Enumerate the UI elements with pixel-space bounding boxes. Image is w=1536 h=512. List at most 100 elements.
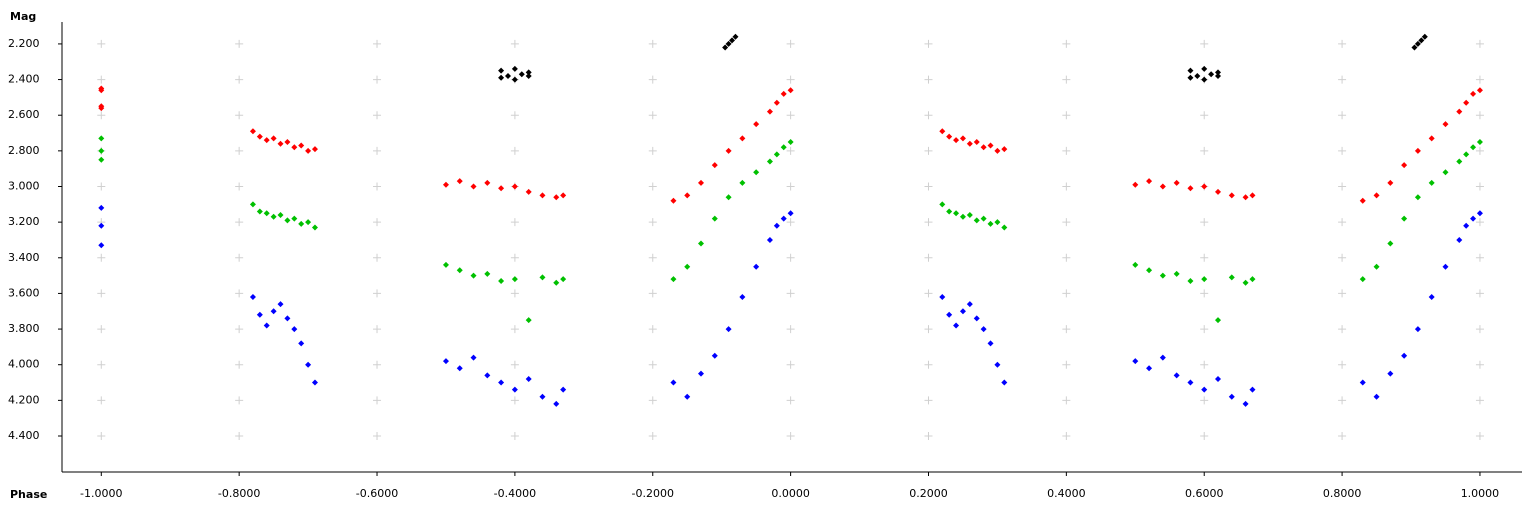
grid-cross [235,289,244,298]
data-point [953,322,960,329]
data-point [1228,393,1235,400]
grid-cross [235,253,244,262]
data-point [498,67,505,74]
data-point [973,217,980,224]
data-point [442,261,449,268]
data-point [291,326,298,333]
data-point [711,352,718,359]
data-point [725,40,732,47]
data-point [1476,210,1483,217]
grid-cross [97,396,106,405]
x-tick-label: -0.8000 [218,487,260,500]
grid-cross [1338,111,1347,120]
y-tick-label: 2.400 [8,73,40,86]
x-axis-title: Phase [10,488,47,501]
data-point [722,44,729,51]
data-point [1442,169,1449,176]
data-point [980,144,987,151]
data-point [256,133,263,140]
data-point [1414,40,1421,47]
data-point [1249,192,1256,199]
data-point [766,108,773,115]
data-point [1228,274,1235,281]
data-point [270,135,277,142]
data-point [511,276,518,283]
data-point [1456,158,1463,165]
data-point [939,201,946,208]
data-point [305,219,312,226]
grid-cross [373,289,382,298]
data-point [773,99,780,106]
data-point [456,267,463,274]
grid-cross [924,396,933,405]
data-point [498,74,505,81]
data-point [959,308,966,315]
grid-cross [1338,432,1347,440]
data-point [1401,215,1408,222]
data-point [98,204,105,211]
grid-cross [1062,111,1071,120]
grid-cross [373,182,382,191]
data-point [1201,276,1208,283]
grid-cross [1200,111,1209,120]
data-point [1401,352,1408,359]
data-point [1249,386,1256,393]
grid-cross [924,218,933,227]
data-point [973,315,980,322]
data-point [1187,74,1194,81]
data-point [484,179,491,186]
grid-cross [786,182,795,191]
data-point [442,358,449,365]
grid-cross [924,432,933,440]
grid-cross [1338,39,1347,48]
data-point [1187,277,1194,284]
data-point [946,311,953,318]
data-point [711,215,718,222]
data-point [249,128,256,135]
data-point [1421,33,1428,40]
data-point [1215,317,1222,324]
grid-cross [1062,360,1071,369]
data-point [1146,178,1153,185]
grid-cross [1062,432,1071,440]
grid-cross [1062,182,1071,191]
data-point [298,220,305,227]
grid-cross [1200,325,1209,334]
grid-cross [97,182,106,191]
data-point [1442,121,1449,128]
data-point [725,194,732,201]
grid-cross [373,111,382,120]
data-point [270,308,277,315]
data-point [560,276,567,283]
y-tick-label: 3.600 [8,286,40,299]
data-point [773,151,780,158]
data-point [698,240,705,247]
data-point [725,326,732,333]
grid-cross [1200,218,1209,227]
grid-cross [648,396,657,405]
grid-cross [235,75,244,84]
data-point [953,137,960,144]
data-point [1201,76,1208,83]
x-tick-label: -1.0000 [80,487,122,500]
data-point [1001,146,1008,153]
data-point [470,272,477,279]
data-point [1159,183,1166,190]
data-point [1428,135,1435,142]
grid-cross [510,396,519,405]
data-point [1456,108,1463,115]
data-point [1387,370,1394,377]
data-point [1215,188,1222,195]
grid-cross [648,325,657,334]
grid-cross [1475,111,1484,120]
data-point [780,215,787,222]
data-point [953,210,960,217]
y-tick-label: 3.000 [8,179,40,192]
data-point [1215,375,1222,382]
data-point [504,73,511,79]
grid-cross [648,289,657,298]
data-point [946,208,953,215]
grid-cross [97,39,106,48]
data-point [1146,267,1153,274]
